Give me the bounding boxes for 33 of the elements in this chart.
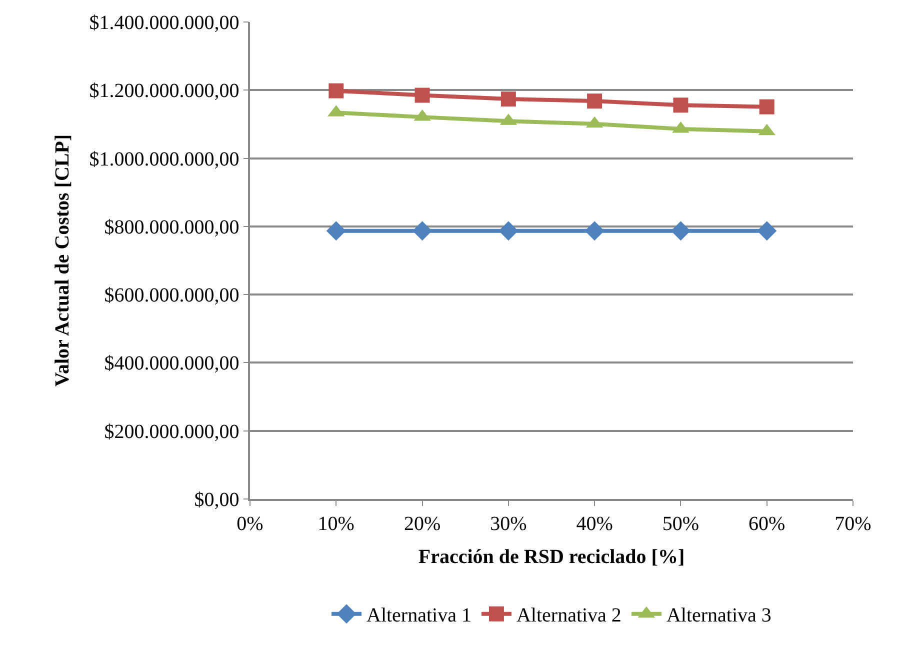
x-tick-label: 30% [490,512,527,535]
point [759,99,774,114]
point [584,221,604,241]
point [673,98,688,113]
x-tick-label: 60% [748,512,786,535]
point [326,221,346,241]
y-axis-title: Valor Actual de Costos [CLP] [51,134,74,387]
point [500,92,516,106]
y-tick-label: $1.400.000.000,00 [89,12,240,34]
y-tick-label: $200.000.000,00 [104,420,240,443]
point [328,83,344,98]
point [587,94,602,109]
point [414,88,430,103]
y-tick-label: $0,00 [194,489,240,511]
x-tick-label: 70% [834,512,872,535]
point [757,221,777,241]
x-tick-label: 20% [404,512,441,535]
point [670,221,690,241]
x-tick-label: 0% [236,512,264,535]
point [412,221,432,241]
x-tick-label: 10% [318,512,354,535]
y-tick-label: $800.000.000,00 [104,216,240,238]
legend-label: Alternativa 2 [516,604,622,627]
y-tick-label: $400.000.000,00 [104,352,240,375]
x-tick-label: 50% [662,512,700,535]
legend-label: Alternativa 3 [666,604,772,627]
y-tick-label: $600.000.000,00 [104,284,240,307]
legend-label: Alternativa 1 [366,604,472,627]
x-axis-title: Fracción de RSD reciclado [%] [418,546,685,568]
point [498,221,518,241]
x-tick-label: 40% [576,512,613,535]
y-tick-label: $1.000.000.000,00 [89,148,240,170]
y-tick-label: $1.200.000.000,00 [89,80,240,102]
